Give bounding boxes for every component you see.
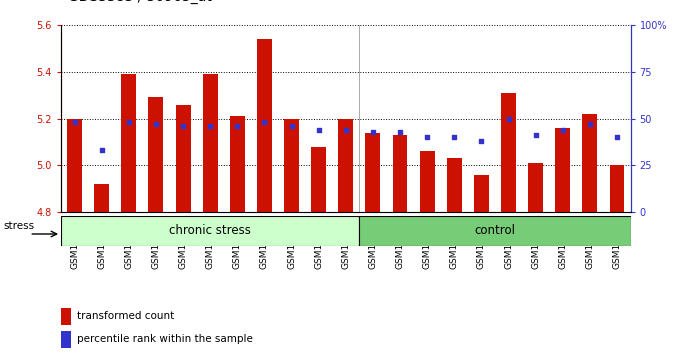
Text: chronic stress: chronic stress <box>170 224 251 238</box>
Point <box>232 123 243 129</box>
Point <box>205 123 216 129</box>
Point <box>178 123 188 129</box>
Bar <box>474 175 489 212</box>
Point <box>313 127 324 133</box>
Text: transformed count: transformed count <box>77 312 174 321</box>
Point <box>96 148 107 153</box>
Bar <box>257 39 272 212</box>
Bar <box>528 163 543 212</box>
Text: control: control <box>475 224 515 238</box>
Bar <box>94 184 109 212</box>
Bar <box>67 119 82 212</box>
Bar <box>582 114 597 212</box>
Bar <box>61 331 71 348</box>
Bar <box>61 308 71 325</box>
Bar <box>393 135 407 212</box>
Point <box>557 127 568 133</box>
Bar <box>176 104 191 212</box>
Bar <box>230 116 245 212</box>
Bar <box>555 128 570 212</box>
Bar <box>501 93 516 212</box>
Text: percentile rank within the sample: percentile rank within the sample <box>77 335 253 344</box>
Point <box>449 135 460 140</box>
Point <box>367 129 378 135</box>
Bar <box>365 133 380 212</box>
Point <box>259 120 270 125</box>
Point <box>530 133 541 138</box>
Point <box>612 135 622 140</box>
Point <box>340 127 351 133</box>
Point <box>503 116 514 121</box>
Text: stress: stress <box>3 222 35 232</box>
Bar <box>359 216 631 246</box>
Bar <box>121 74 136 212</box>
Bar <box>420 152 435 212</box>
Point <box>123 120 134 125</box>
Point <box>422 135 433 140</box>
Bar <box>148 97 163 212</box>
Bar <box>338 119 353 212</box>
Bar <box>311 147 326 212</box>
Bar <box>610 165 624 212</box>
Text: GDS3383 / 50965_at: GDS3383 / 50965_at <box>68 0 212 4</box>
Point <box>584 121 595 127</box>
Point <box>151 121 161 127</box>
Bar <box>284 119 299 212</box>
Point <box>395 129 405 135</box>
Point <box>476 138 487 144</box>
Point <box>286 123 297 129</box>
Point <box>69 120 80 125</box>
Bar <box>447 159 462 212</box>
Bar <box>61 216 359 246</box>
Bar <box>203 74 218 212</box>
